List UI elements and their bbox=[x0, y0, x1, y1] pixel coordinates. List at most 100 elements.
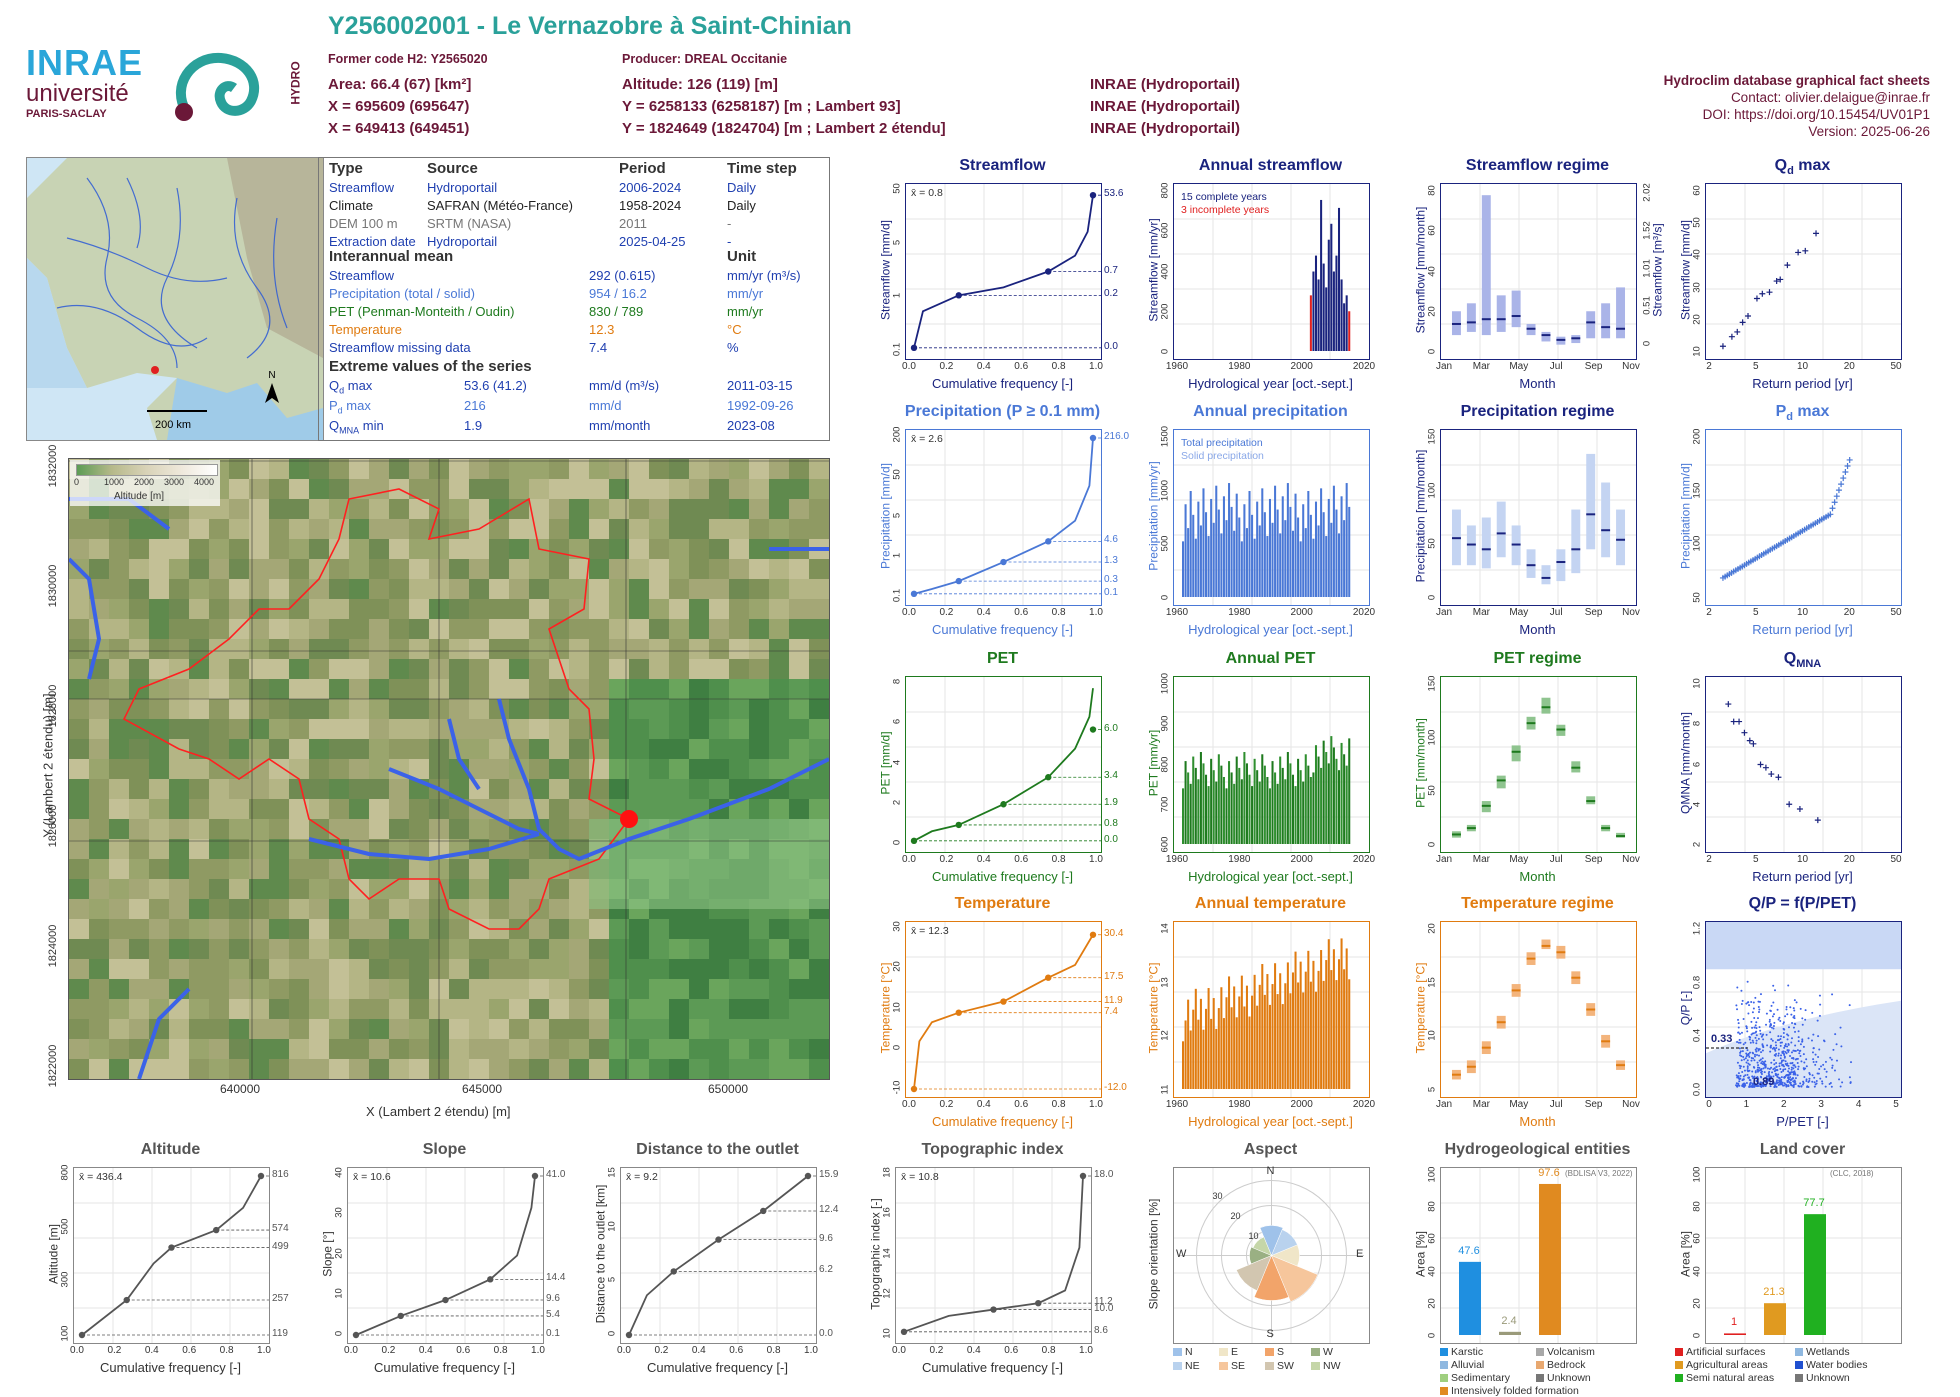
hydrogeo-legend-label: Intensively folded formation bbox=[1451, 1385, 1579, 1397]
landcover-legend-label: Water bodies bbox=[1806, 1359, 1868, 1371]
annual_temp-bar bbox=[1194, 988, 1197, 1089]
annual_precip-bar bbox=[1263, 512, 1266, 597]
topo-ytick: 18 bbox=[881, 1167, 893, 1178]
annual_precip-bar bbox=[1194, 538, 1197, 597]
annual_precip-bar bbox=[1217, 509, 1220, 597]
temp_regime-xtick: Mar bbox=[1472, 1099, 1490, 1110]
map-ytick: 1828000 bbox=[47, 684, 59, 728]
source-row-source: SRTM (NASA) bbox=[427, 216, 512, 231]
pd_max-point bbox=[1827, 511, 1834, 518]
annual_precip-xtick: 1980 bbox=[1228, 607, 1251, 618]
annual_temp-ylabel: Temperature [°C] bbox=[1146, 962, 1160, 1053]
qmna-ytick: 4 bbox=[1691, 801, 1703, 807]
topo-ylabel: Topographic index [-] bbox=[868, 1197, 882, 1310]
interannual-value: 954 / 16.2 bbox=[589, 286, 647, 301]
streamflow-cdf-line bbox=[913, 195, 1094, 349]
annual_temp-bar bbox=[1256, 1005, 1259, 1089]
streamflow_regime-month-range bbox=[1586, 311, 1596, 339]
altitude-ylabel: Altitude [m] bbox=[46, 1223, 60, 1284]
qmna-ytick: 10 bbox=[1691, 678, 1703, 689]
annual_pet-bar bbox=[1202, 763, 1205, 844]
temp-quantile-point bbox=[910, 1085, 918, 1093]
annual_precip-xtick: 2000 bbox=[1290, 607, 1313, 618]
distance-xtick: 0.8 bbox=[766, 1345, 781, 1356]
temp-quantile-point bbox=[955, 1009, 962, 1016]
aspect-legend-label: SW bbox=[1277, 1360, 1294, 1372]
unit-title: Unit bbox=[727, 248, 757, 265]
source-row-type: Climate bbox=[329, 198, 374, 213]
col-timestep: Time step bbox=[727, 160, 797, 177]
legend-incomplete-years: 3 incomplete years bbox=[1181, 204, 1270, 216]
qd_max-point bbox=[1813, 230, 1820, 237]
pet-xtick: 0.6 bbox=[1014, 854, 1029, 865]
qd_max-point bbox=[1728, 333, 1735, 340]
precip_regime-month-range bbox=[1571, 509, 1581, 574]
landcover-bar-value: 1 bbox=[1730, 1316, 1738, 1329]
interannual-unit: °C bbox=[727, 322, 742, 337]
temp_regime-xtick: May bbox=[1509, 1099, 1529, 1110]
annual_temp-panel: Annual temperature Hydrological year [oct… bbox=[1128, 895, 1413, 1140]
annual_streamflow-bar bbox=[1348, 311, 1351, 351]
annual_precip-bar bbox=[1307, 491, 1310, 597]
annual_pet-bar bbox=[1225, 788, 1228, 844]
version: Version: 2025-06-26 bbox=[1808, 124, 1930, 139]
annual_pet-bar bbox=[1222, 776, 1225, 844]
pet-xlabel: Cumulative frequency [-] bbox=[932, 869, 1073, 884]
altitude-quantile-point bbox=[168, 1244, 175, 1251]
topo-ytick: 14 bbox=[881, 1247, 893, 1259]
temp-xtick: 0.4 bbox=[976, 1099, 991, 1110]
map-ytick: 1824000 bbox=[47, 924, 59, 968]
pet_regime-plot-area bbox=[1440, 676, 1637, 853]
qd_max-point bbox=[1777, 276, 1784, 283]
pet-quantile-point bbox=[955, 821, 962, 829]
hydrogeo-panel: Hydrogeological entities Area [%] 0 20 40 60 8… bbox=[1395, 1141, 1680, 1397]
annual_temp-bar bbox=[1309, 981, 1312, 1089]
topo-ytick: 10 bbox=[881, 1328, 893, 1339]
interannual-title: Interannual mean bbox=[329, 248, 454, 265]
annual_temp-bar bbox=[1248, 1016, 1251, 1089]
hydrogeo-ytick: 100 bbox=[1426, 1166, 1438, 1183]
altitude-legend-tick: 2000 bbox=[134, 477, 155, 487]
annual_precip-bar bbox=[1274, 485, 1277, 597]
aspect-legend-swatch bbox=[1265, 1348, 1274, 1356]
qmna-ytick: 2 bbox=[1691, 841, 1703, 848]
qd_max-ytick: 40 bbox=[1691, 249, 1703, 261]
annual_pet-ytick: 1000 bbox=[1159, 672, 1171, 695]
annual_temp-bar bbox=[1253, 974, 1256, 1089]
slope-ytick: 40 bbox=[333, 1167, 345, 1178]
qp-xtick: 4 bbox=[1855, 1099, 1862, 1110]
altitude-title: Altitude bbox=[140, 1141, 201, 1158]
map-ytick: 1826000 bbox=[47, 804, 59, 848]
annual_temp-xtick: 2020 bbox=[1352, 1099, 1376, 1110]
temp-ytick: 10 bbox=[891, 1001, 903, 1013]
annual_temp-bar bbox=[1266, 974, 1269, 1089]
annual_precip-bar bbox=[1233, 530, 1236, 597]
qp-ytick: 1.2 bbox=[1691, 921, 1703, 936]
pet-ytick: 8 bbox=[891, 678, 903, 685]
pet-rtick: 0.0 bbox=[1104, 833, 1118, 845]
legend-complete-years: 15 complete years bbox=[1181, 191, 1267, 203]
altitude-rtick: 816 bbox=[272, 1169, 289, 1180]
annual_temp-ytick: 14 bbox=[1159, 923, 1171, 934]
temp-ytick: 0 bbox=[891, 1044, 903, 1050]
interannual-unit: mm/yr bbox=[727, 286, 764, 301]
annual_temp-bar bbox=[1240, 975, 1243, 1089]
annual_pet-bar bbox=[1266, 776, 1269, 844]
aspect-west: W bbox=[1176, 1247, 1187, 1260]
annual_temp-bar bbox=[1314, 991, 1318, 1089]
annual_pet-panel: Annual PET Hydrological year [oct.-sept.]… bbox=[1128, 650, 1413, 895]
aspect-legend-swatch bbox=[1173, 1348, 1182, 1356]
pet-rtick: 6.0 bbox=[1104, 722, 1118, 734]
hydrogeo-bar-value: 97.6 bbox=[1538, 1166, 1560, 1179]
qmna-point bbox=[1725, 701, 1732, 708]
extreme-date: 1992-09-26 bbox=[727, 398, 794, 413]
landcover-legend-label: Unknown bbox=[1806, 1372, 1850, 1384]
annual_pet-bar bbox=[1205, 774, 1208, 844]
precip_regime-xtick: Jan bbox=[1435, 607, 1453, 618]
annual_pet-bar bbox=[1307, 765, 1310, 844]
annual_precip-bar bbox=[1243, 504, 1246, 597]
annual_precip-bar bbox=[1248, 491, 1251, 597]
north-arrow-icon: N bbox=[265, 370, 279, 403]
aspect-legend-label: SE bbox=[1231, 1360, 1246, 1372]
temp-quantile-point bbox=[1000, 998, 1007, 1005]
